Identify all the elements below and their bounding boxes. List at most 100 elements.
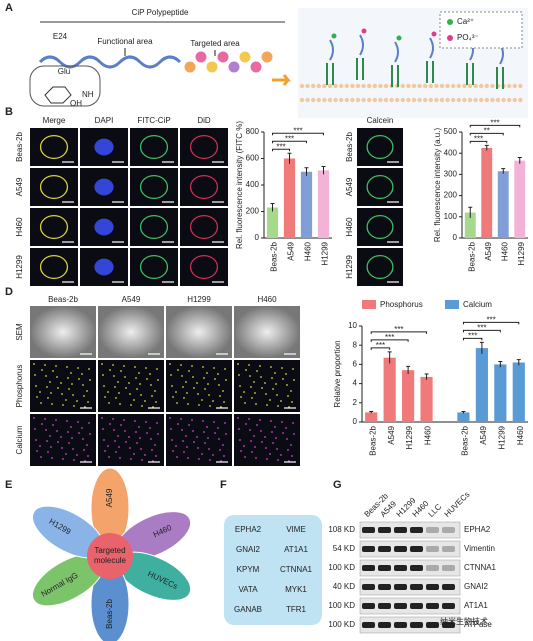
sig-bracket <box>469 132 504 136</box>
speck <box>68 388 70 390</box>
speck <box>115 451 117 453</box>
x-tick-label: A549 <box>387 425 396 444</box>
speck <box>214 378 216 380</box>
panel-label: G <box>333 479 342 491</box>
speck <box>192 376 194 378</box>
speck <box>222 390 224 392</box>
lipid <box>361 97 366 103</box>
orange-arrow <box>272 74 292 86</box>
panel-label: A <box>5 2 13 14</box>
lipid <box>417 83 422 89</box>
band <box>442 546 455 552</box>
speck <box>293 433 295 435</box>
speck <box>60 382 62 384</box>
sig-label: *** <box>385 333 394 342</box>
speck <box>70 372 72 374</box>
speck <box>193 441 195 443</box>
speck <box>290 444 292 446</box>
legend-po <box>447 35 453 41</box>
error-bar <box>479 341 484 354</box>
speck <box>183 451 185 453</box>
lipid <box>507 97 512 103</box>
sig-label: *** <box>477 323 486 332</box>
protein-label: AT1A1 <box>464 601 488 610</box>
speck <box>269 453 271 455</box>
speck <box>261 387 263 389</box>
speck <box>281 421 283 423</box>
speck <box>171 439 173 441</box>
band <box>410 584 423 590</box>
error-bar <box>321 165 326 175</box>
error-bar <box>461 410 466 414</box>
speck <box>157 433 159 435</box>
speck <box>36 396 38 398</box>
speck <box>57 387 59 389</box>
speck <box>255 403 257 405</box>
speck <box>203 431 205 433</box>
speck <box>188 370 190 372</box>
speck <box>82 438 84 440</box>
speck <box>141 459 143 461</box>
lipid <box>507 83 512 89</box>
column-label: A549 <box>122 295 141 304</box>
error-bar <box>517 156 522 164</box>
y-tick-label: 10 <box>348 321 357 330</box>
speck <box>81 427 83 429</box>
y-tick-label: 400 <box>444 148 458 157</box>
lipid <box>495 97 501 103</box>
speck <box>266 458 268 460</box>
peptide <box>429 37 434 59</box>
cell <box>189 174 219 200</box>
bar <box>457 412 470 422</box>
micrograph <box>180 128 228 166</box>
peptide-chain <box>38 55 182 69</box>
lipid <box>400 97 405 103</box>
speck <box>280 400 282 402</box>
speck <box>239 439 241 441</box>
error-bar <box>516 359 521 366</box>
speck <box>155 455 157 457</box>
lipid <box>490 97 495 103</box>
speck <box>249 375 251 377</box>
row-label: Phosphorus <box>15 365 24 408</box>
micrograph <box>130 128 178 166</box>
lane-label: HUVECs <box>443 490 472 519</box>
speck <box>103 385 105 387</box>
row-label: H460 <box>345 217 354 237</box>
x-tick-label: H460 <box>516 425 525 445</box>
band <box>442 622 455 628</box>
gene-label: AT1A1 <box>284 545 308 554</box>
speck <box>41 369 43 371</box>
sig-bracket <box>272 140 307 144</box>
speck <box>172 396 174 398</box>
speck <box>156 422 158 424</box>
petal-label: Beas-2b <box>105 599 114 629</box>
speck <box>45 429 47 431</box>
petal-label: A549 <box>105 488 114 507</box>
lipid <box>350 83 355 89</box>
band <box>362 527 375 533</box>
speck <box>192 430 194 432</box>
cell <box>189 214 219 240</box>
band <box>394 622 407 628</box>
speck <box>248 364 250 366</box>
speck <box>125 441 127 443</box>
speck <box>86 444 88 446</box>
speck <box>240 396 242 398</box>
lipid <box>355 83 361 89</box>
speck <box>144 454 146 456</box>
speck <box>107 391 109 393</box>
speck <box>275 383 277 385</box>
receptor <box>356 58 364 80</box>
error-bar <box>501 168 506 174</box>
micrograph <box>30 248 78 286</box>
nucleus <box>94 258 114 276</box>
speck <box>82 384 84 386</box>
speck <box>180 364 182 366</box>
lipid <box>439 83 445 89</box>
sig-label: *** <box>394 325 403 334</box>
speck <box>103 439 105 441</box>
band <box>378 527 391 533</box>
y-tick-label: 200 <box>444 191 458 200</box>
